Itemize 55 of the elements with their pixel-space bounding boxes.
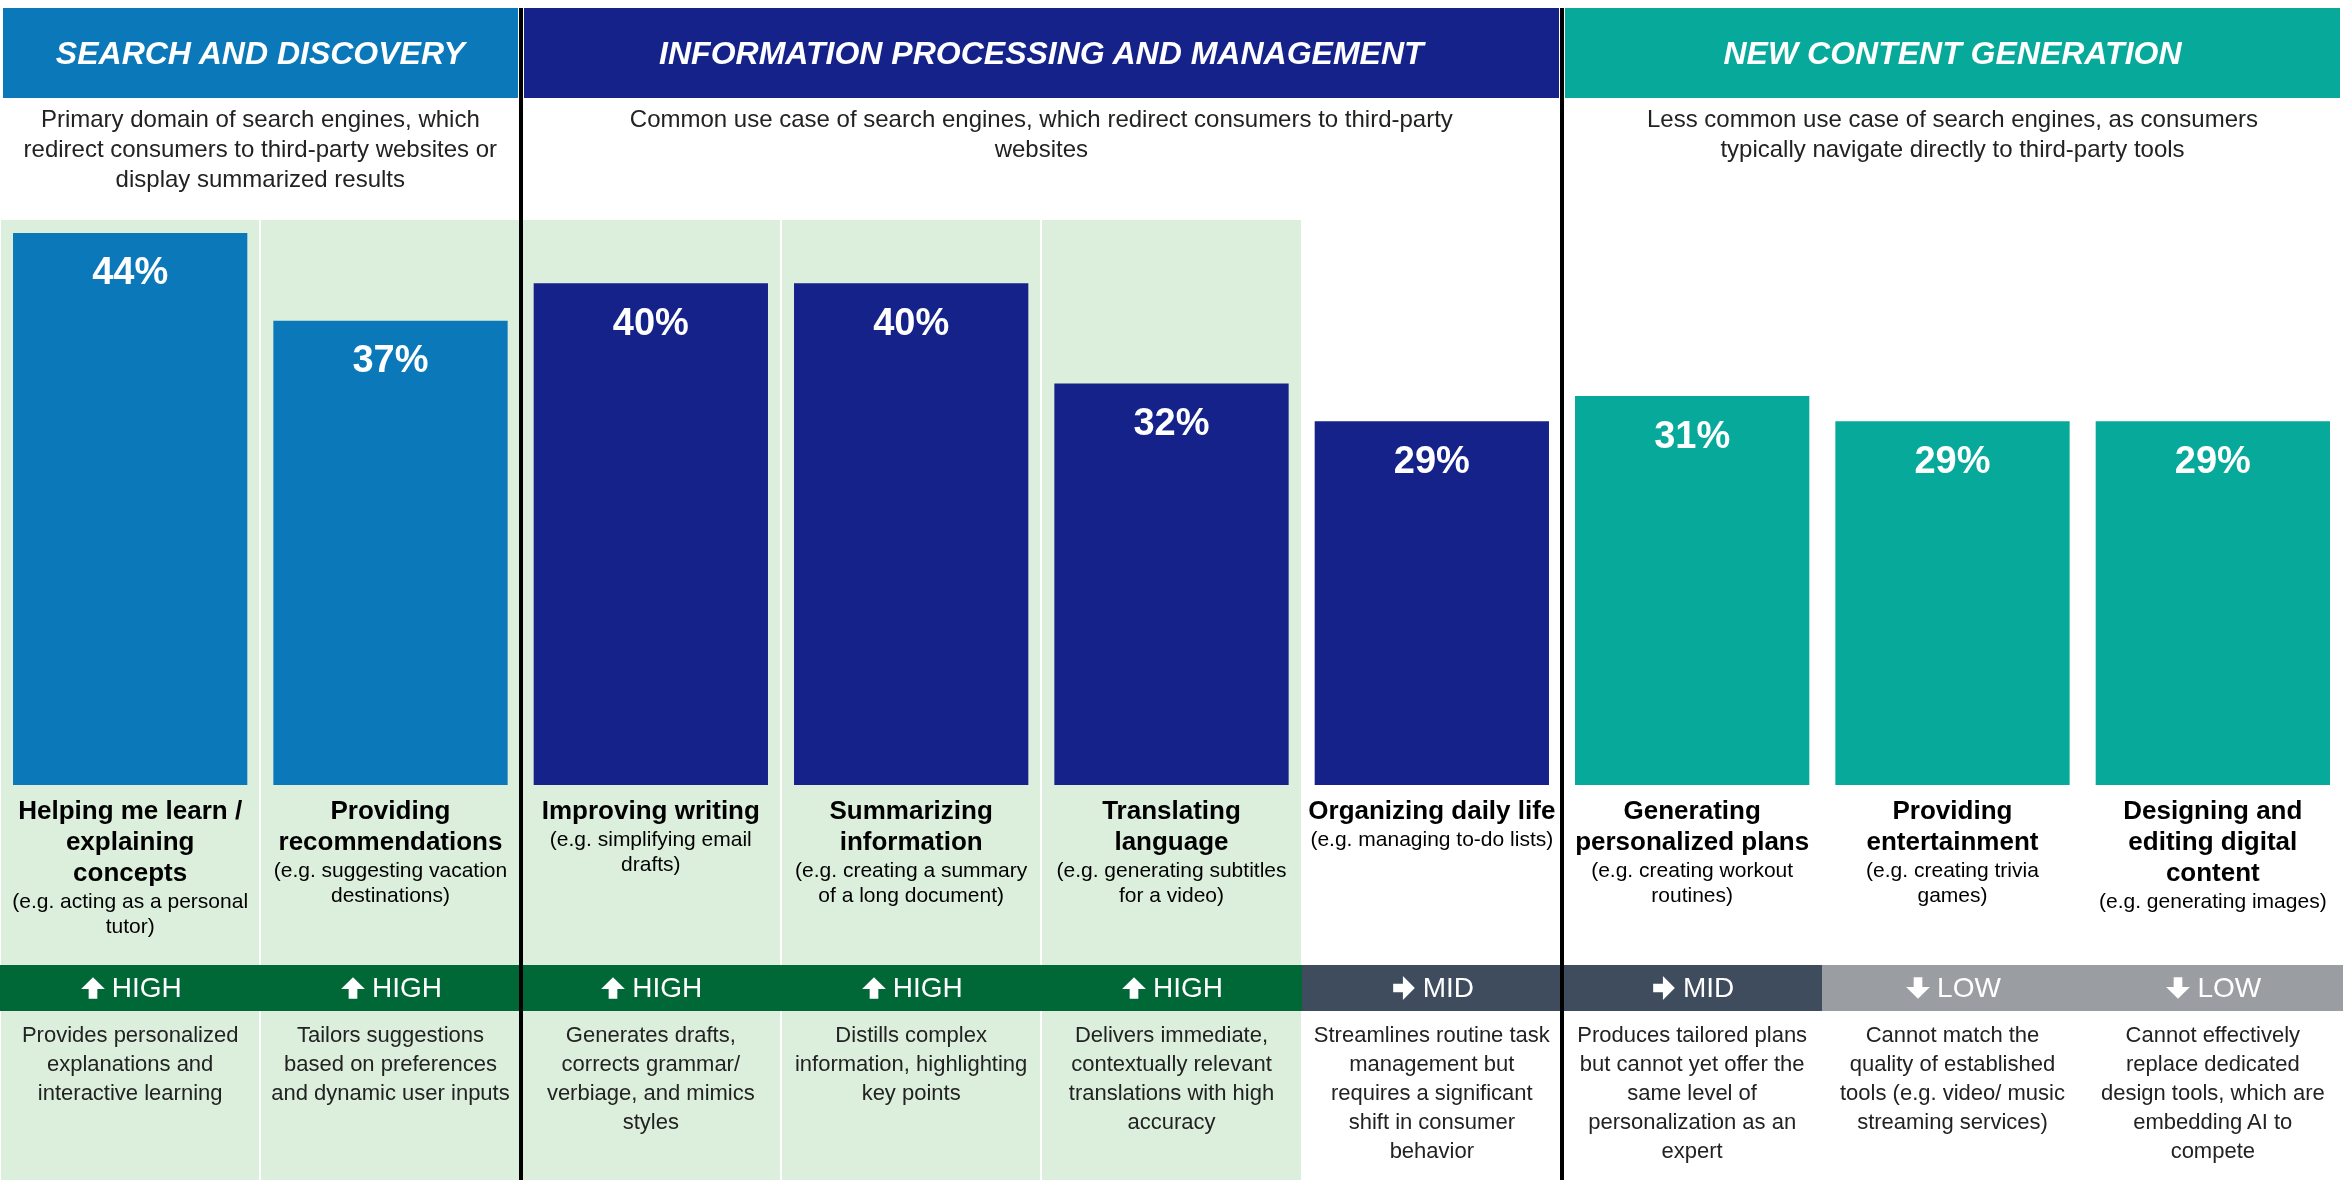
text: (e.g. generating images) [2098, 888, 2328, 913]
text: (e.g. generating subtitles for a video) [1055, 857, 1288, 907]
text: Tailors suggestions based on preferences and dynamic user inputs [270, 1021, 511, 1107]
text: (e.g. managing to-do lists) [1309, 826, 1555, 851]
text: LOW [2197, 972, 2262, 1004]
text: Cannot match the quality of established tools (e.g. video/ music streaming services) [1839, 1021, 2066, 1136]
x-tick-label: Generating personalized plans [1574, 795, 1811, 857]
bar [1835, 421, 2070, 785]
text: INFORMATION PROCESSING AND MANAGEMENT [523, 8, 1559, 98]
data-label: 29% [1914, 438, 1991, 481]
data-label: 32% [1133, 401, 1210, 444]
text: Streamlines routine task management but requires a significant shift in consumer behavior [1312, 1021, 1551, 1165]
text: Generates drafts, corrects grammar/ verbiage, and mimics styles [545, 1021, 756, 1136]
text: HIGH [892, 972, 963, 1004]
text: HIGH [632, 972, 703, 1004]
data-label: 31% [1654, 413, 1731, 456]
text: (e.g. creating workout routines) [1590, 857, 1795, 907]
text: Distills complex information, highlighting key points [793, 1021, 1029, 1107]
x-tick-label: Providing entertainment [1865, 795, 2040, 857]
text: Delivers immediate, contextually relevant translations with high accuracy [1067, 1021, 1276, 1136]
text: Primary domain of search engines, which redirect consumers to third-party websites or display summarized results [22, 104, 499, 194]
data-label: 37% [352, 338, 429, 381]
data-label: 44% [92, 250, 169, 293]
text: Common use case of search engines, which redirect consumers to third-party websites [628, 104, 1454, 164]
x-tick-label: Summarizing information [828, 795, 994, 857]
text: HIGH [111, 972, 182, 1004]
text: LOW [1937, 972, 2001, 1004]
text: (e.g. acting as a personal tutor) [11, 888, 250, 938]
bar [2095, 421, 2330, 785]
x-tick-label: Organizing daily life [1307, 795, 1556, 826]
text: (e.g. creating trivia games) [1865, 857, 2040, 907]
text: MID [1422, 972, 1474, 1004]
text: (e.g. simplifying email drafts) [548, 826, 753, 876]
data-label: 40% [612, 300, 689, 343]
x-tick-label: Translating language [1101, 795, 1242, 857]
x-tick-label: Designing and editing digital content [2122, 795, 2304, 888]
x-tick-label: Providing recommendations [277, 795, 504, 857]
text: NEW CONTENT GENERATION [1565, 8, 2340, 98]
text: HIGH [1152, 972, 1223, 1004]
text: (e.g. creating a summary of a long document) [794, 857, 1029, 907]
text: SEARCH AND DISCOVERY [3, 8, 518, 98]
text: (e.g. suggesting vacation destinations) [272, 857, 509, 907]
text: MID [1683, 972, 1735, 1004]
text: Less common use case of search engines, as consumers typically navigate directly to third-party tools [1646, 104, 2259, 164]
bar [1314, 421, 1549, 785]
data-label: 29% [2174, 438, 2251, 481]
x-tick-label: Helping me learn / explaining concepts [17, 795, 244, 888]
bar [1575, 396, 1810, 785]
data-label: 40% [873, 300, 950, 343]
text: HIGH [371, 972, 442, 1004]
text: Cannot effectively replace dedicated design tools, which are embedding AI to compete [2099, 1021, 2326, 1165]
data-label: 29% [1393, 438, 1470, 481]
text: Produces tailored plans but cannot yet offer the same level of personalization as an expert [1576, 1021, 1809, 1165]
text: Provides personalized explanations and interactive learning [20, 1021, 240, 1107]
x-tick-label: Improving writing [540, 795, 761, 826]
